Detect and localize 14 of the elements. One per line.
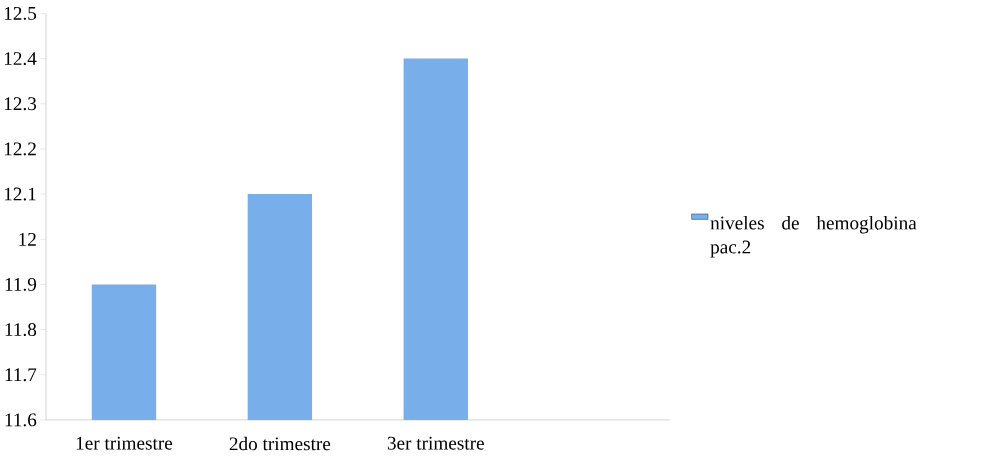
y-tick-label: 11.6	[5, 413, 37, 427]
x-tick-label: 3er trimestre	[387, 436, 484, 450]
y-tick-label: 12.3	[4, 97, 37, 111]
y-tick-label: 12.5	[4, 6, 37, 20]
y-tick-label: 11.7	[5, 368, 37, 382]
y-tick-label: 12.1	[4, 187, 36, 201]
x-tick-label: 1er trimestre	[76, 436, 173, 450]
y-tick-label: 12	[19, 232, 36, 246]
y-tick-label: 11.9	[5, 277, 37, 291]
x-tick-label: 2do trimestre	[229, 436, 331, 451]
legend-label: niveles de hemoglobina pac.2	[710, 215, 917, 258]
y-tick-label: 12.4	[4, 52, 37, 66]
y-tick-label: 12.2	[4, 142, 36, 156]
y-tick-label: 11.8	[5, 323, 37, 337]
